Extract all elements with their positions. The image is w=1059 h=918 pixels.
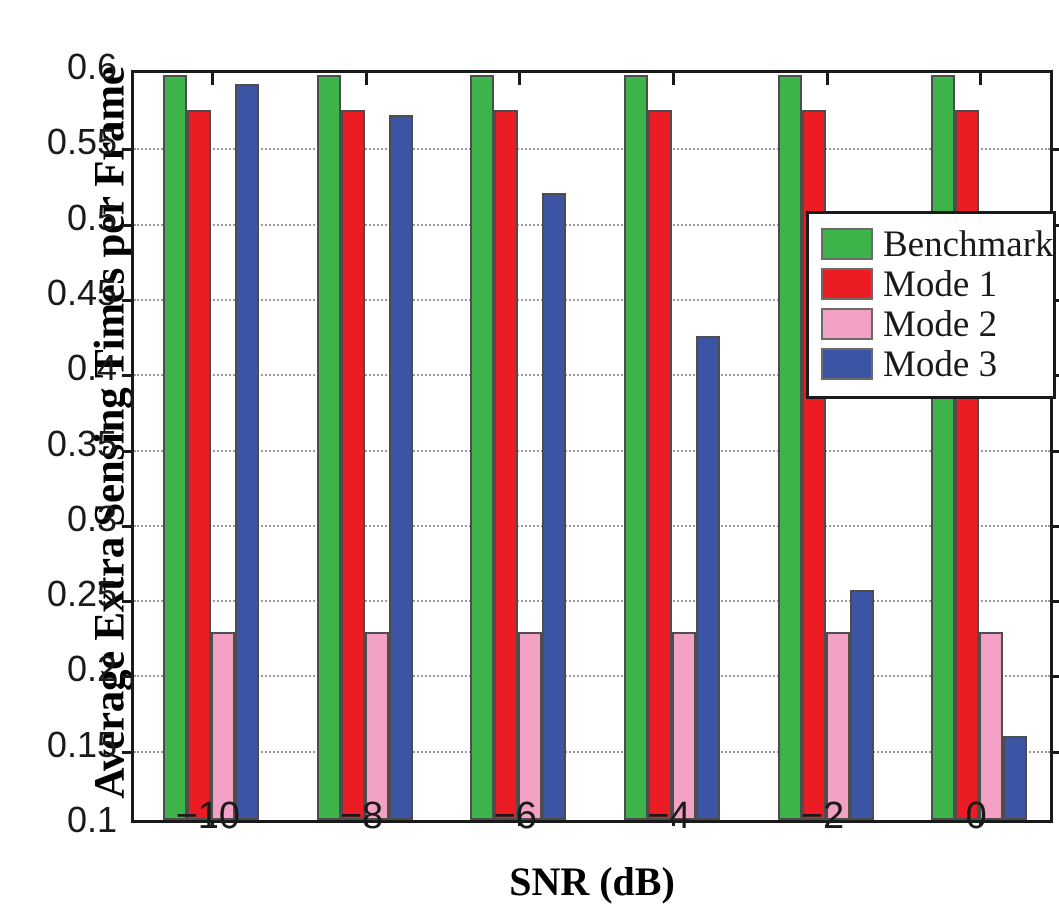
bar: [542, 192, 567, 820]
legend-swatch-icon: [821, 268, 873, 300]
gridline: [134, 374, 1050, 377]
bar: [671, 631, 696, 820]
bar: [979, 631, 1004, 820]
y-axis-tick: [122, 449, 134, 453]
legend-swatch-icon: [821, 348, 873, 380]
x-axis-tick: [671, 73, 675, 85]
x-axis-tick: [825, 73, 829, 85]
x-axis-tick: [825, 814, 829, 826]
y-axis-tick: [122, 675, 134, 679]
legend-item[interactable]: Mode 2: [821, 304, 1041, 344]
y-axis-tick: [122, 298, 134, 302]
legend-item[interactable]: Mode 3: [821, 344, 1041, 384]
x-axis-tick: [671, 814, 675, 826]
gridline: [134, 524, 1050, 527]
x-axis-tick: [210, 814, 214, 826]
gridline: [134, 750, 1050, 753]
x-axis-tick-label: −6: [493, 795, 537, 837]
legend-label: Mode 1: [883, 263, 998, 305]
y-axis-tick-label: 0.3: [66, 497, 117, 539]
y-axis-tick: [122, 600, 134, 604]
y-axis-tick: [1050, 600, 1059, 604]
y-axis-tick: [122, 374, 134, 378]
x-axis-tick-label: −2: [800, 795, 845, 837]
bar: [1003, 736, 1028, 820]
plot-inner: [122, 73, 1059, 826]
legend-item[interactable]: Benchmark 2: [821, 224, 1059, 264]
legend-label: Mode 3: [883, 343, 998, 385]
x-axis-tick: [364, 73, 368, 85]
y-axis-tick: [122, 223, 134, 227]
bar: [825, 631, 850, 820]
x-axis-tick: [364, 814, 368, 826]
bar: [777, 75, 802, 820]
y-axis-tick-label: 0.15: [46, 723, 117, 765]
y-axis-tick-label: 0.2: [66, 648, 117, 690]
bar: [388, 115, 413, 820]
x-axis-tick-label: −10: [175, 795, 241, 837]
bar: [647, 109, 672, 820]
bar: [470, 75, 495, 820]
bar: [623, 75, 648, 820]
y-axis-tick-label: 0.1: [66, 799, 117, 840]
x-axis-tick-label: −4: [647, 795, 691, 837]
bar: [210, 631, 235, 820]
bar: [364, 631, 389, 820]
bar: [849, 590, 874, 820]
bar: [494, 109, 519, 820]
gridline: [134, 148, 1050, 151]
gridline: [134, 223, 1050, 226]
legend-swatch-icon: [821, 228, 873, 260]
y-axis-tick-label: 0.45: [46, 271, 117, 313]
y-axis-tick: [1050, 449, 1059, 453]
y-axis-tick: [1050, 148, 1059, 152]
legend-label: Mode 2: [883, 303, 998, 345]
bar: [340, 109, 365, 820]
bar: [234, 84, 259, 820]
bar: [162, 75, 187, 820]
legend-label: Benchmark 2: [883, 223, 1059, 265]
legend-item[interactable]: Mode 1: [821, 264, 1041, 304]
bar: [316, 75, 341, 820]
bar: [186, 109, 211, 820]
bar: [931, 75, 956, 820]
y-axis-tick: [122, 524, 134, 528]
x-axis-tick: [518, 73, 522, 85]
y-axis-tick-label: 0.6: [66, 46, 117, 87]
y-axis-tick: [1050, 675, 1059, 679]
y-axis-tick-label: 0.5: [66, 196, 117, 238]
bar: [518, 631, 543, 820]
gridline: [134, 449, 1050, 452]
gridline: [134, 298, 1050, 301]
y-axis-tick: [122, 750, 134, 754]
y-axis-tick-label: 0.35: [46, 422, 117, 464]
gridline: [134, 675, 1050, 678]
x-axis-tick: [210, 73, 214, 85]
y-axis-tick-label: 0.25: [46, 573, 117, 615]
bar: [695, 335, 720, 820]
x-axis-tick-label: −8: [339, 795, 384, 837]
y-axis-tick-label: 0.55: [46, 121, 117, 163]
x-axis-tick: [979, 814, 983, 826]
x-axis-title: SNR (dB): [509, 859, 675, 904]
x-axis-tick-label: 0: [965, 795, 987, 837]
y-axis-tick: [122, 148, 134, 152]
y-axis-tick-label: 0.4: [66, 347, 117, 389]
y-axis-tick: [1050, 524, 1059, 528]
x-axis-tick: [518, 814, 522, 826]
x-axis-tick: [979, 73, 983, 85]
y-axis-tick: [1050, 750, 1059, 754]
legend-swatch-icon: [821, 308, 873, 340]
plot-area: [122, 70, 1059, 826]
gridline: [134, 600, 1050, 603]
